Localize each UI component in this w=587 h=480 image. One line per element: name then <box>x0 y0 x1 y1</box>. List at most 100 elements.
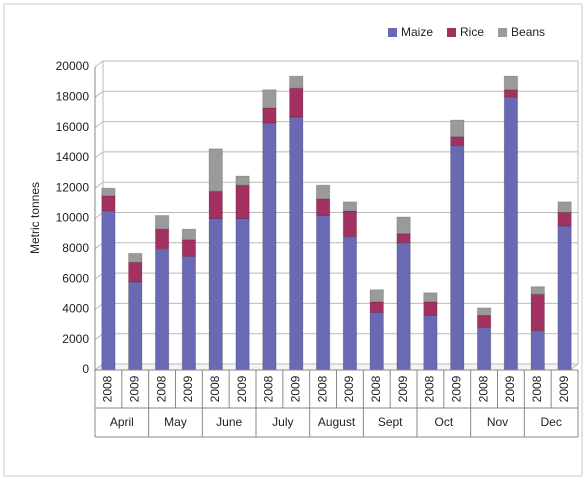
bar-segment <box>557 201 572 213</box>
bar-segment <box>396 216 411 235</box>
grid-line <box>94 121 578 128</box>
x-tick-label: 2009 <box>288 375 302 402</box>
x-tick-label: 2009 <box>503 375 517 402</box>
x-tick-label: 2008 <box>154 375 168 402</box>
legend-label: Maize <box>401 25 433 39</box>
bar-segment <box>128 281 143 371</box>
bar-segment <box>342 210 358 238</box>
legend-swatch <box>498 28 508 37</box>
y-tick-label: 10000 <box>56 211 90 225</box>
bar-segment <box>289 87 304 118</box>
bar-segment <box>128 261 143 283</box>
x-tick-label: 2008 <box>530 375 544 402</box>
y-tick-label: 14000 <box>56 150 90 164</box>
bar-segment <box>450 119 465 138</box>
y-tick-label: 12000 <box>56 180 90 194</box>
legend-swatch <box>388 28 397 37</box>
group-label: Nov <box>487 415 508 429</box>
legend-swatch <box>447 28 457 37</box>
bar-segment <box>503 96 519 371</box>
y-tick-label: 18000 <box>56 89 90 103</box>
group-label: July <box>272 415 293 429</box>
x-tick-label: 2008 <box>423 375 437 402</box>
bar-segment <box>557 211 572 227</box>
bar-segment <box>235 218 250 371</box>
group-label: Sept <box>378 415 403 429</box>
bar-segment <box>154 214 170 230</box>
group-label: August <box>318 415 356 429</box>
y-tick-label: 16000 <box>56 120 90 134</box>
bar-segment <box>476 314 492 329</box>
y-tick-label: 6000 <box>62 271 89 285</box>
x-tick-label: 2008 <box>101 375 115 402</box>
x-tick-label: 2009 <box>557 375 571 402</box>
bar-segment <box>262 107 277 124</box>
bar-segment <box>530 330 545 371</box>
bar-segment <box>503 75 519 91</box>
group-label: Oct <box>434 415 453 429</box>
bar-segment <box>181 255 197 371</box>
group-label: April <box>110 415 134 429</box>
bar-segment <box>315 198 331 216</box>
x-tick-label: 2009 <box>127 375 141 402</box>
bar-segment <box>181 239 197 257</box>
bar-segment <box>476 307 492 316</box>
bar-segment <box>289 116 304 371</box>
bar-segment <box>423 301 438 316</box>
bar-segment <box>423 314 438 371</box>
group-label: June <box>216 415 242 429</box>
bar-segment <box>530 286 545 295</box>
bar-segment <box>181 228 197 241</box>
x-tick-label: 2009 <box>181 375 195 402</box>
bar-segment <box>315 184 331 200</box>
bar-segment <box>262 89 277 109</box>
bar-segment <box>208 148 223 192</box>
bar-segment <box>423 292 438 303</box>
bar-segment <box>450 145 465 371</box>
x-tick-label: 2009 <box>396 375 410 402</box>
y-tick-label: 0 <box>82 362 89 376</box>
bar-segment <box>476 327 492 371</box>
bar-segment <box>262 122 277 371</box>
bar-segment <box>208 218 223 371</box>
grid-line <box>94 181 578 189</box>
bar-segment <box>369 289 384 303</box>
x-tick-label: 2009 <box>449 375 463 402</box>
y-tick-label: 4000 <box>62 302 89 316</box>
x-tick-label: 2008 <box>369 375 383 402</box>
y-axis-title: Metric tonnes <box>28 182 42 254</box>
bar-segment <box>101 210 116 371</box>
bar-segment <box>396 242 411 371</box>
bar-segment <box>128 252 143 263</box>
group-label: May <box>164 415 187 429</box>
bar-segment <box>235 184 250 219</box>
legend-label: Beans <box>511 25 545 39</box>
y-tick-label: 2000 <box>62 332 89 346</box>
y-tick-label: 8000 <box>62 241 89 255</box>
legend-label: Rice <box>460 25 484 39</box>
bar-segment <box>315 214 331 371</box>
bar-segment <box>396 233 411 244</box>
bar-segment <box>154 248 170 371</box>
x-tick-label: 2009 <box>342 375 356 402</box>
bar-segment <box>369 311 384 371</box>
bar-segment <box>154 228 170 250</box>
x-tick-label: 2008 <box>208 375 222 402</box>
bar-segment <box>235 175 250 186</box>
bar-segment <box>342 236 358 371</box>
group-label: Dec <box>540 415 561 429</box>
x-tick-label: 2009 <box>235 375 249 402</box>
bar-segment <box>208 190 223 219</box>
bar-segment <box>101 195 116 212</box>
bar-segment <box>450 136 465 147</box>
grid-line <box>94 60 578 68</box>
grid-line <box>94 151 578 159</box>
bar-segment <box>557 225 572 371</box>
x-tick-label: 2008 <box>476 375 490 402</box>
bar-segment <box>101 187 116 197</box>
bar-segment <box>530 293 545 332</box>
x-tick-label: 2008 <box>315 375 329 402</box>
bar-segment <box>503 89 519 98</box>
